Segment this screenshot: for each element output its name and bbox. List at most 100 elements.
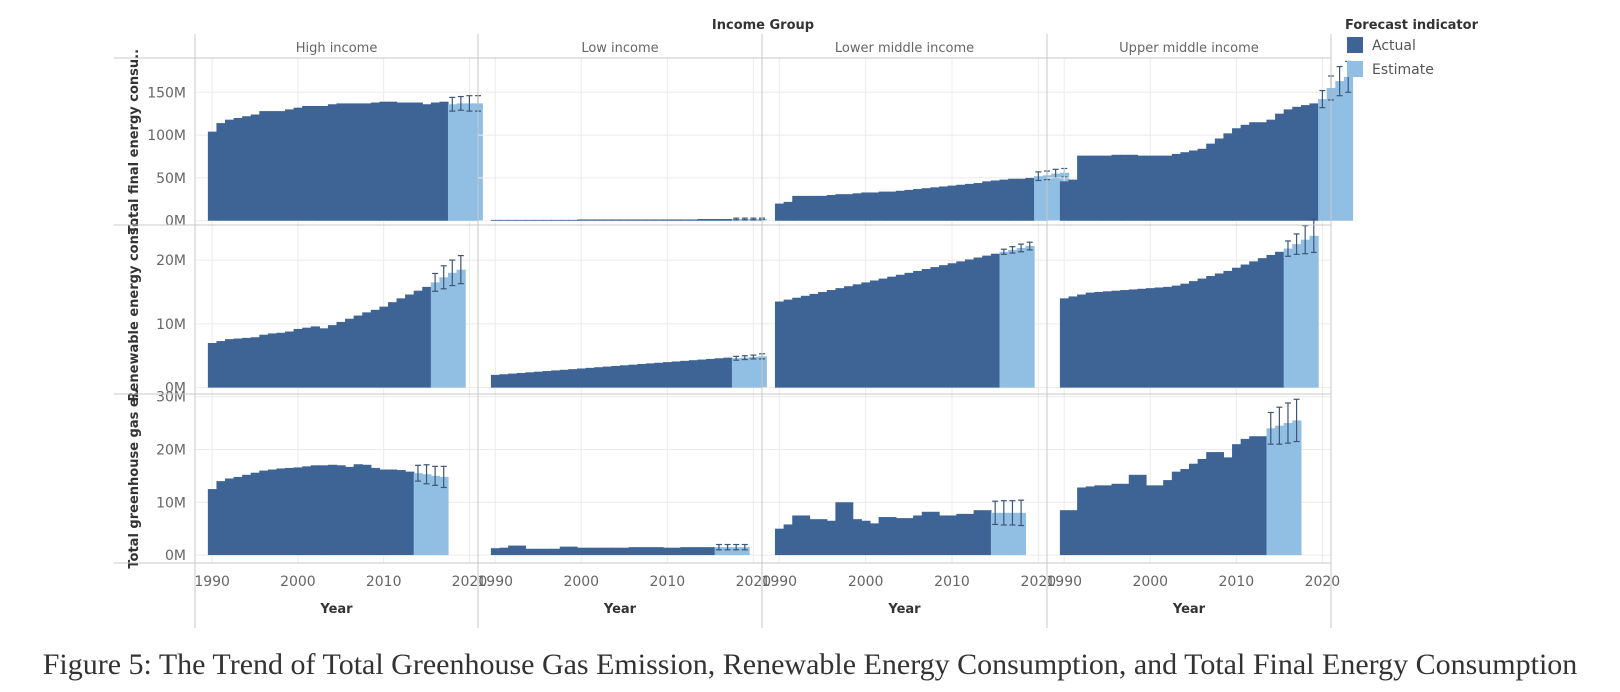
bar-actual	[852, 519, 862, 556]
bar-actual	[302, 466, 312, 556]
bar-actual	[1163, 286, 1173, 388]
bar-actual	[439, 101, 449, 221]
y-tick-label: 0M	[165, 214, 186, 230]
bar-actual	[508, 219, 518, 221]
bar-actual	[818, 519, 828, 556]
bar-actual	[293, 107, 303, 221]
bar-actual	[982, 181, 992, 221]
bar-actual	[990, 253, 1001, 388]
bar-actual	[533, 371, 544, 388]
bar-actual	[250, 114, 260, 221]
bar-actual	[921, 188, 932, 221]
bar-estimate	[999, 251, 1009, 388]
bar-actual	[878, 517, 888, 556]
bar-estimate	[714, 547, 724, 556]
bar-actual	[422, 104, 432, 221]
bar-actual	[1145, 155, 1156, 221]
bar-estimate	[1335, 81, 1345, 221]
bar-actual	[1292, 106, 1302, 221]
bar-actual	[921, 511, 932, 556]
bar-actual	[878, 278, 888, 388]
bar-actual	[956, 261, 966, 388]
bar-estimate	[422, 474, 432, 556]
bar-actual	[559, 369, 569, 388]
bar-actual	[878, 191, 888, 221]
bar-actual	[973, 510, 983, 556]
bar-actual	[774, 528, 785, 556]
bar-actual	[499, 374, 509, 388]
bar-actual	[207, 342, 218, 388]
x-tick-label: 2000	[280, 574, 316, 590]
bar-actual	[396, 470, 406, 556]
bar-actual	[1240, 124, 1250, 221]
bar-actual	[422, 286, 432, 388]
bar-actual	[362, 103, 372, 221]
bar-actual	[576, 547, 587, 556]
bar-actual	[999, 179, 1009, 221]
y-tick-label: 100M	[147, 128, 186, 144]
bar-estimate	[447, 104, 458, 221]
bar-actual	[663, 547, 673, 556]
x-tick-label: 2020	[452, 574, 488, 590]
bar-actual	[551, 370, 561, 388]
bar-actual	[1257, 436, 1268, 556]
bar-actual	[499, 219, 509, 221]
bar-estimate	[1275, 425, 1285, 556]
bar-actual	[723, 357, 733, 388]
bar-actual	[990, 180, 1001, 221]
bar-actual	[887, 191, 897, 221]
bar-estimate	[430, 475, 441, 556]
bar-actual	[887, 517, 897, 556]
bar-actual	[250, 472, 260, 556]
bar-actual	[267, 111, 278, 221]
x-tick-label: 2020	[1305, 574, 1341, 590]
bar-actual	[559, 219, 569, 221]
bar-actual	[259, 470, 269, 556]
bar-actual	[783, 201, 793, 221]
bar-actual	[602, 219, 612, 221]
bar-actual	[1171, 285, 1181, 388]
bar-estimate	[1309, 235, 1319, 388]
bar-actual	[1197, 458, 1207, 556]
bar-actual	[1189, 281, 1199, 388]
x-axis-title: Year	[1172, 602, 1206, 617]
bar-actual	[353, 464, 363, 556]
bar-estimate	[1283, 248, 1293, 388]
bar-estimate	[1016, 247, 1027, 388]
bar-actual	[913, 189, 923, 221]
bar-actual	[276, 468, 286, 556]
bar-actual	[387, 469, 398, 556]
bar-estimate	[1034, 176, 1044, 221]
bar-actual	[602, 366, 612, 388]
bar-actual	[225, 339, 235, 388]
bar-estimate	[1051, 173, 1061, 221]
bar-actual	[490, 548, 501, 556]
bar-actual	[637, 547, 647, 556]
y-tick-label: 30M	[156, 390, 186, 406]
bar-actual	[714, 358, 724, 388]
row-label: Renewable energy cons..	[127, 218, 142, 402]
legend-label-actual: Actual	[1372, 38, 1416, 54]
row-label: Total greenhouse gas e..	[127, 388, 142, 568]
bar-actual	[207, 489, 218, 556]
bar-actual	[1111, 290, 1121, 388]
bar-actual	[818, 195, 828, 221]
bar-actual	[628, 219, 638, 221]
y-tick-label: 10M	[156, 317, 186, 333]
column-header-title: Income Group	[712, 18, 814, 33]
bar-actual	[1111, 154, 1121, 221]
x-tick-label: 2020	[736, 574, 772, 590]
bar-actual	[800, 195, 811, 221]
bar-actual	[697, 219, 707, 221]
bar-actual	[370, 467, 380, 556]
bar-actual	[345, 466, 355, 556]
bar-actual	[620, 365, 630, 388]
bar-actual	[259, 111, 269, 221]
bar-actual	[904, 189, 914, 221]
bar-actual	[353, 103, 363, 221]
bar-actual	[1300, 105, 1311, 221]
column-header-2: Lower middle income	[835, 41, 974, 56]
bar-actual	[242, 116, 252, 221]
bar-actual	[267, 333, 278, 388]
x-axis-title: Year	[603, 602, 637, 617]
